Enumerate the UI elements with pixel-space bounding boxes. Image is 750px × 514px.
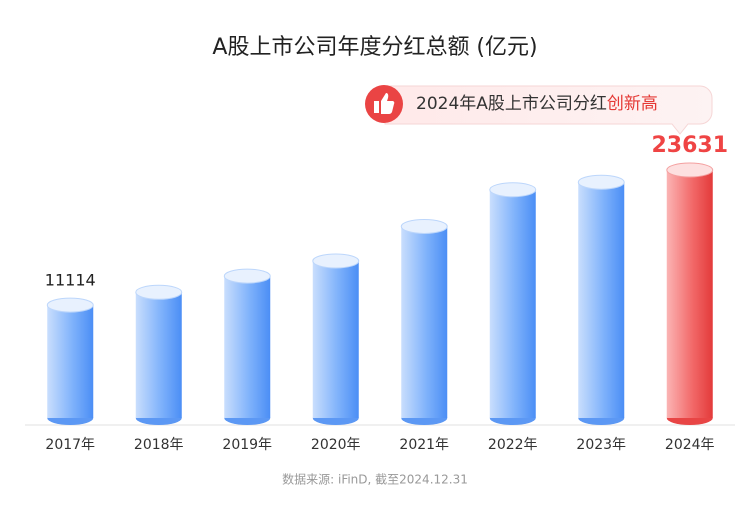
bar-top bbox=[135, 284, 183, 300]
thumb-icon bbox=[374, 93, 395, 114]
x-tick-label: 2020年 bbox=[311, 437, 361, 453]
bar bbox=[577, 174, 625, 425]
bar-top bbox=[489, 182, 537, 198]
callout-text: 2024年A股上市公司分红创新高 bbox=[416, 94, 658, 114]
value-label: 23631 bbox=[651, 133, 728, 158]
bar-body bbox=[47, 305, 94, 418]
source: 数据来源: iFinD, 截至2024.12.31 bbox=[282, 472, 468, 487]
x-tick-label: 2024年 bbox=[665, 437, 715, 453]
x-tick-label: 2021年 bbox=[399, 437, 449, 453]
bar-top bbox=[666, 162, 714, 178]
x-tick-label: 2019年 bbox=[222, 437, 272, 453]
callout: 2024年A股上市公司分红创新高 bbox=[365, 85, 713, 135]
x-tick-label: 2017年 bbox=[45, 437, 95, 453]
x-tick-label: 2022年 bbox=[488, 437, 538, 453]
bar-body bbox=[224, 276, 271, 418]
x-tick-label: 2018年 bbox=[134, 437, 184, 453]
bar bbox=[666, 162, 714, 425]
bar bbox=[135, 284, 183, 425]
x-tick-label: 2023年 bbox=[576, 437, 626, 453]
bar-body bbox=[401, 226, 448, 418]
bar-body bbox=[489, 189, 536, 418]
bar bbox=[46, 297, 94, 425]
bar bbox=[489, 182, 537, 425]
bar bbox=[312, 253, 360, 425]
bar-top bbox=[46, 297, 94, 313]
bar-top bbox=[223, 268, 271, 284]
bar-body bbox=[135, 292, 182, 418]
bar-body bbox=[578, 182, 625, 418]
bar-top bbox=[312, 253, 360, 269]
callout-main: 2024年A股上市公司分红 bbox=[416, 94, 607, 114]
bar-body bbox=[666, 170, 713, 418]
callout-box bbox=[384, 85, 713, 135]
bar bbox=[223, 268, 271, 425]
chart-title: A股上市公司年度分红总额 (亿元) bbox=[212, 35, 537, 60]
bar-body bbox=[312, 260, 359, 418]
callout-highlight: 创新高 bbox=[607, 94, 658, 114]
bar-top bbox=[400, 218, 448, 234]
value-label: 11114 bbox=[45, 271, 96, 290]
bar bbox=[400, 218, 448, 425]
bar-top bbox=[577, 174, 625, 190]
